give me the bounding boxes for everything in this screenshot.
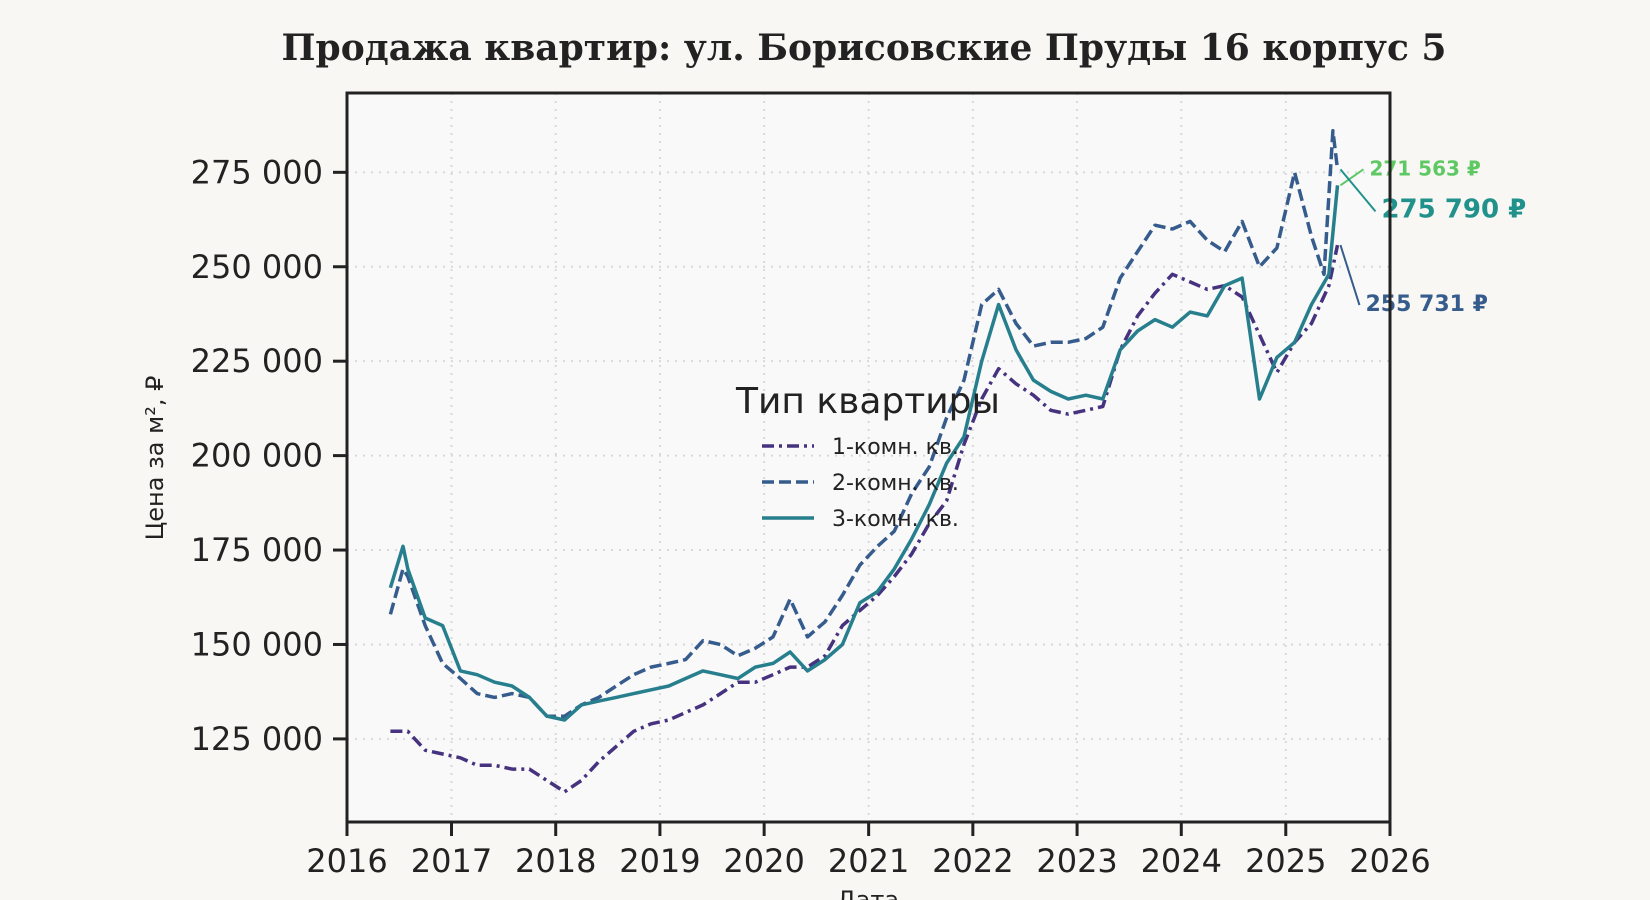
x-tick-label: 2026 (1349, 842, 1430, 880)
x-tick-label: 2019 (619, 842, 700, 880)
legend-items: 1-комн. кв. 2-комн. кв. 3-комн. кв. (762, 435, 959, 532)
x-tick-label: 2025 (1245, 842, 1326, 880)
legend-label: 1-комн. кв. (832, 435, 959, 460)
legend: Тип квартиры 1-комн. кв. 2-комн. кв. 3-ком… (735, 381, 1000, 532)
annotation-arrow (1339, 168, 1377, 212)
x-tick-label: 2024 (1141, 842, 1222, 880)
y-axis: 125 000 150 000 175 000 200 000 225 000 250 0… (191, 153, 347, 758)
y-axis-label: Цена за м², ₽ (141, 376, 169, 541)
y-tick-label: 225 000 (191, 342, 323, 380)
chart-title: Продажа квартир: ул. Борисовские Пруды 1… (282, 27, 1447, 69)
legend-label: 3-комн. кв. (832, 507, 959, 532)
y-tick-label: 150 000 (191, 625, 323, 663)
legend-title: Тип квартиры (735, 381, 1000, 422)
annotation-layer: 271 563 ₽ 275 790 ₽ 255 731 ₽ (1339, 156, 1526, 317)
y-tick-label: 200 000 (191, 437, 323, 475)
series-layer (388, 129, 1340, 794)
annotation-arrow (1339, 168, 1365, 187)
annotation-arrow (1339, 244, 1361, 306)
annotation-label: 255 731 ₽ (1365, 292, 1487, 317)
x-tick-label: 2016 (306, 842, 387, 880)
legend-label: 2-комн. кв. (832, 471, 959, 496)
x-tick-label: 2022 (932, 842, 1013, 880)
y-tick-label: 175 000 (191, 531, 323, 569)
x-tick-label: 2023 (1036, 842, 1117, 880)
x-tick-label: 2021 (828, 842, 909, 880)
x-tick-label: 2018 (515, 842, 596, 880)
y-tick-label: 125 000 (191, 720, 323, 758)
series-line (388, 185, 1340, 722)
y-tick-label: 250 000 (191, 248, 323, 286)
x-axis-label: Дата (837, 886, 899, 900)
x-tick-label: 2017 (411, 842, 492, 880)
x-axis: 2016 2017 2018 2019 2020 2021 2022 2023 2024 2025… (306, 822, 1431, 880)
x-tick-label: 2020 (723, 842, 804, 880)
y-tick-label: 275 000 (191, 153, 323, 191)
annotation-label: 271 563 ₽ (1369, 156, 1480, 180)
annotation-label: 275 790 ₽ (1381, 194, 1526, 224)
